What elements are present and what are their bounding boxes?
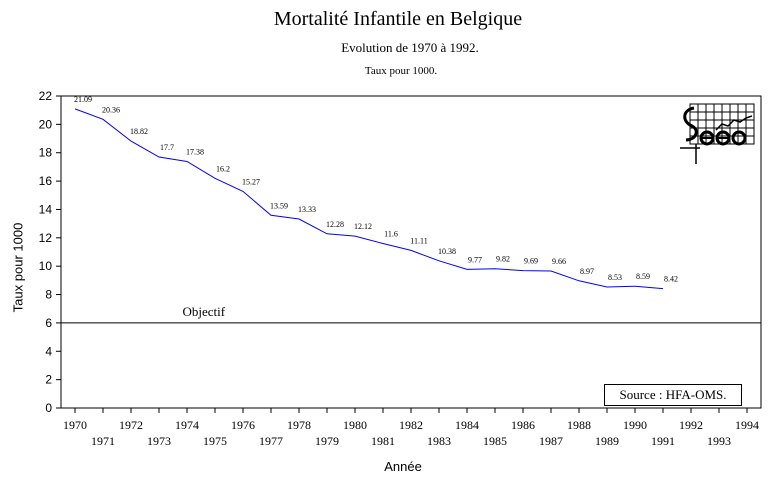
- x-tick-label: 1982: [399, 418, 423, 432]
- data-label: 18.82: [130, 127, 148, 136]
- data-label: 8.59: [636, 272, 650, 281]
- x-axis-label: Année: [384, 459, 422, 474]
- x-tick-label: 1983: [427, 434, 451, 448]
- y-tick-label: 2: [45, 373, 52, 387]
- x-tick-label: 1971: [91, 434, 115, 448]
- x-tick-label: 1985: [483, 434, 507, 448]
- x-tick-label: 1993: [707, 434, 731, 448]
- data-label: 12.12: [354, 222, 372, 231]
- x-tick-label: 1972: [119, 418, 143, 432]
- data-label: 11.11: [410, 236, 427, 245]
- y-tick-label: 8: [45, 288, 52, 302]
- x-tick-label: 1991: [651, 434, 675, 448]
- x-tick-label: 1978: [287, 418, 311, 432]
- y-tick-label: 6: [45, 316, 52, 330]
- x-tick-label: 1976: [231, 418, 255, 432]
- x-tick-label: 1992: [679, 418, 703, 432]
- data-label: 10.38: [438, 247, 456, 256]
- x-tick-label: 1994: [735, 418, 759, 432]
- y-tick-label: 0: [45, 401, 52, 415]
- x-tick-label: 1973: [147, 434, 171, 448]
- data-label: 8.97: [580, 267, 594, 276]
- data-label: 17.7: [160, 143, 174, 152]
- data-label: 17.38: [186, 148, 204, 157]
- data-label: 11.6: [384, 229, 398, 238]
- y-tick-label: 22: [39, 89, 53, 103]
- x-tick-label: 1981: [371, 434, 395, 448]
- data-label: 9.82: [496, 255, 510, 264]
- source-label: Source : HFA-OMS.: [604, 384, 742, 406]
- y-tick-label: 10: [39, 259, 53, 273]
- y-tick-label: 20: [39, 117, 53, 131]
- y-tick-label: 16: [39, 174, 53, 188]
- series-line: [74, 108, 664, 290]
- x-tick-label: 1974: [175, 418, 199, 432]
- x-tick-label: 1989: [595, 434, 619, 448]
- data-label: 16.2: [216, 164, 230, 173]
- y-tick-label: 14: [39, 202, 53, 216]
- x-tick-label: 1986: [511, 418, 535, 432]
- x-tick-label: 1975: [203, 434, 227, 448]
- x-tick-label: 1970: [63, 418, 87, 432]
- x-tick-label: 1987: [539, 434, 563, 448]
- data-label: 21.09: [74, 95, 92, 104]
- x-tick-label: 1984: [455, 418, 479, 432]
- x-tick-label: 1990: [623, 418, 647, 432]
- chart-title: Mortalité Infantile en Belgique: [273, 8, 523, 30]
- x-tick-label: 1988: [567, 418, 591, 432]
- y-tick-label: 4: [45, 344, 52, 358]
- data-label: 20.36: [102, 105, 120, 114]
- objective-label: Objectif: [183, 304, 226, 319]
- data-label: 9.66: [552, 257, 566, 266]
- data-label: 15.27: [242, 177, 260, 186]
- data-label: 13.33: [298, 205, 316, 214]
- x-tick-label: 1980: [343, 418, 367, 432]
- y-tick-label: 18: [39, 146, 53, 160]
- data-label: 13.59: [270, 201, 288, 210]
- y-tick-label: 12: [39, 231, 53, 245]
- x-tick-label: 1977: [259, 434, 283, 448]
- logo-icon: [676, 100, 760, 166]
- data-label: 12.28: [326, 220, 344, 229]
- data-label: 8.42: [664, 275, 678, 284]
- chart-unit-note: Taux pour 1000.: [364, 65, 438, 77]
- data-label: 9.69: [524, 257, 538, 266]
- data-label: 8.53: [608, 273, 622, 282]
- x-tick-label: 1979: [315, 434, 339, 448]
- data-label: 9.77: [468, 255, 482, 264]
- chart-subtitle: Evolution de 1970 à 1992.: [341, 40, 479, 55]
